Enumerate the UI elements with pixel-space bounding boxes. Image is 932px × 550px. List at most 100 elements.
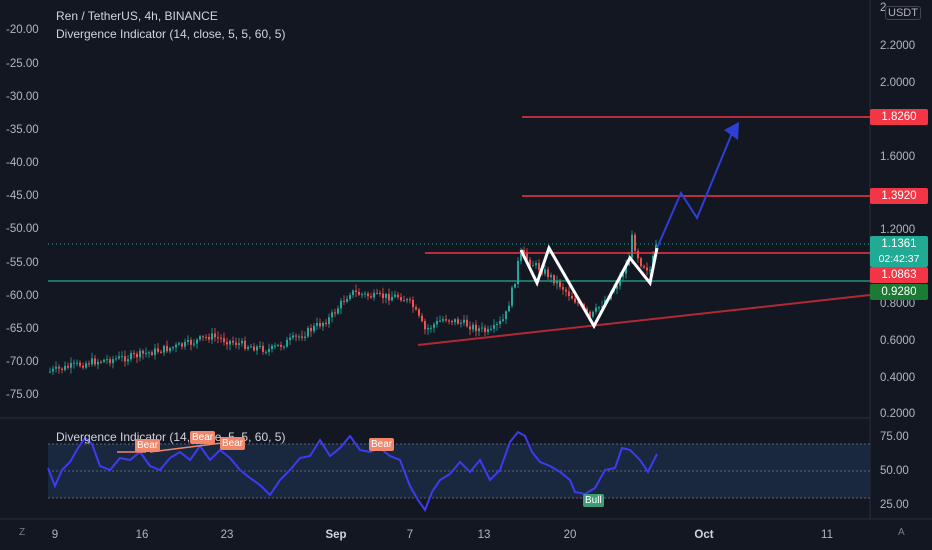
left-axis-label: -50.00 [6,223,39,235]
time-tick: 16 [135,529,149,541]
candle-body [280,344,282,347]
candle-body [187,339,189,342]
projection-arrowhead [724,122,739,140]
candle-body [475,324,477,332]
candle-body [292,335,294,338]
candle-body [376,292,378,294]
candle-body [148,352,150,354]
left-axis-label: -40.00 [6,157,39,169]
candle-body [265,351,267,353]
candle-body [502,319,504,321]
candle-body [430,327,432,329]
candle-body [115,358,117,360]
right-axis-label: 0.4000 [880,372,916,384]
candle-body [82,365,84,368]
candle-body [235,342,237,345]
candle-body [100,361,102,363]
left-axis-label: -25.00 [6,58,39,70]
candle-body [223,338,225,343]
pane-axis-label: 25.00 [880,499,909,511]
candle-body [406,299,408,301]
candle-body [394,294,396,297]
left-axis-label: -55.00 [6,257,39,269]
candle-body [346,298,348,302]
candle-body [601,306,603,308]
candle-body [316,323,318,326]
candle-body [277,344,279,346]
left-axis-label: -65.00 [6,323,39,335]
candle-body [118,356,120,359]
candle-body [340,300,342,309]
support-price: 0.9280 [870,284,928,300]
left-axis-label: -30.00 [6,91,39,103]
candle-body [358,291,360,295]
candle-body [154,348,156,356]
candle-body [79,362,81,366]
time-tick: 7 [406,529,414,541]
time-tick: Oct [694,529,714,541]
candle-body [643,266,645,268]
left-axis-label: -35.00 [6,124,39,136]
candle-body [625,265,627,275]
candle-body [550,275,552,277]
candle-body [631,234,633,258]
candle-body [484,327,486,332]
candle-body [520,249,522,262]
candle-body [349,295,351,299]
candle-body [367,293,369,297]
candle-body [241,340,243,344]
right-axis-label: 2.0000 [880,77,916,89]
candle-body [166,345,168,352]
candle-body [55,366,57,369]
candle-body [646,267,648,271]
candle-body [58,366,60,369]
candle-body [412,299,414,308]
candle-body [199,336,201,340]
candle-body [637,250,639,259]
candle-body [190,339,192,345]
candle-body [103,359,105,362]
symbol-legend[interactable]: Ren / TetherUS, 4h, BINANCE [56,9,218,23]
candle-body [73,362,75,364]
candle-body [592,311,594,317]
candle-body [130,352,132,360]
candle-body [463,319,465,323]
right-axis-label: 1.2000 [880,224,916,236]
candle-body [193,343,195,345]
candle-body [52,368,54,372]
time-tick: Sep [325,529,347,541]
right-axis-label: 0.2000 [880,408,916,420]
candle-body [538,263,540,271]
candle-body [175,344,177,348]
candle-body [325,322,327,325]
candle-body [283,346,285,348]
candle-body [517,261,519,284]
left-axis-label: -45.00 [6,190,39,202]
candle-body [289,337,291,340]
candle-body [568,291,570,297]
candle-body [466,319,468,327]
resistance-price: 1.0863 [870,267,928,283]
candle-body [172,347,174,349]
indicator-legend[interactable]: Divergence Indicator (14, close, 5, 5, 6… [56,27,286,41]
right-axis-label: 0.6000 [880,335,916,347]
time-tick: 9 [51,529,59,541]
bear-flag: Bear [369,438,395,451]
currency-badge[interactable]: USDT [885,6,921,20]
log-scale-button[interactable]: Z [19,527,26,538]
auto-scale-button[interactable]: A [898,527,905,538]
candle-body [139,350,141,358]
candle-body [112,359,114,364]
candle-body [310,327,312,332]
candle-body [364,293,366,295]
candle-body [397,294,399,298]
pane-indicator-legend[interactable]: Divergence Indicator (14, close, 5, 5, 6… [56,430,286,444]
candle-body [379,292,381,294]
candle-body [382,293,384,299]
candle-body [334,312,336,314]
candle-body [445,319,447,321]
candle-body [505,311,507,320]
candle-body [253,346,255,351]
candle-body [169,347,171,352]
